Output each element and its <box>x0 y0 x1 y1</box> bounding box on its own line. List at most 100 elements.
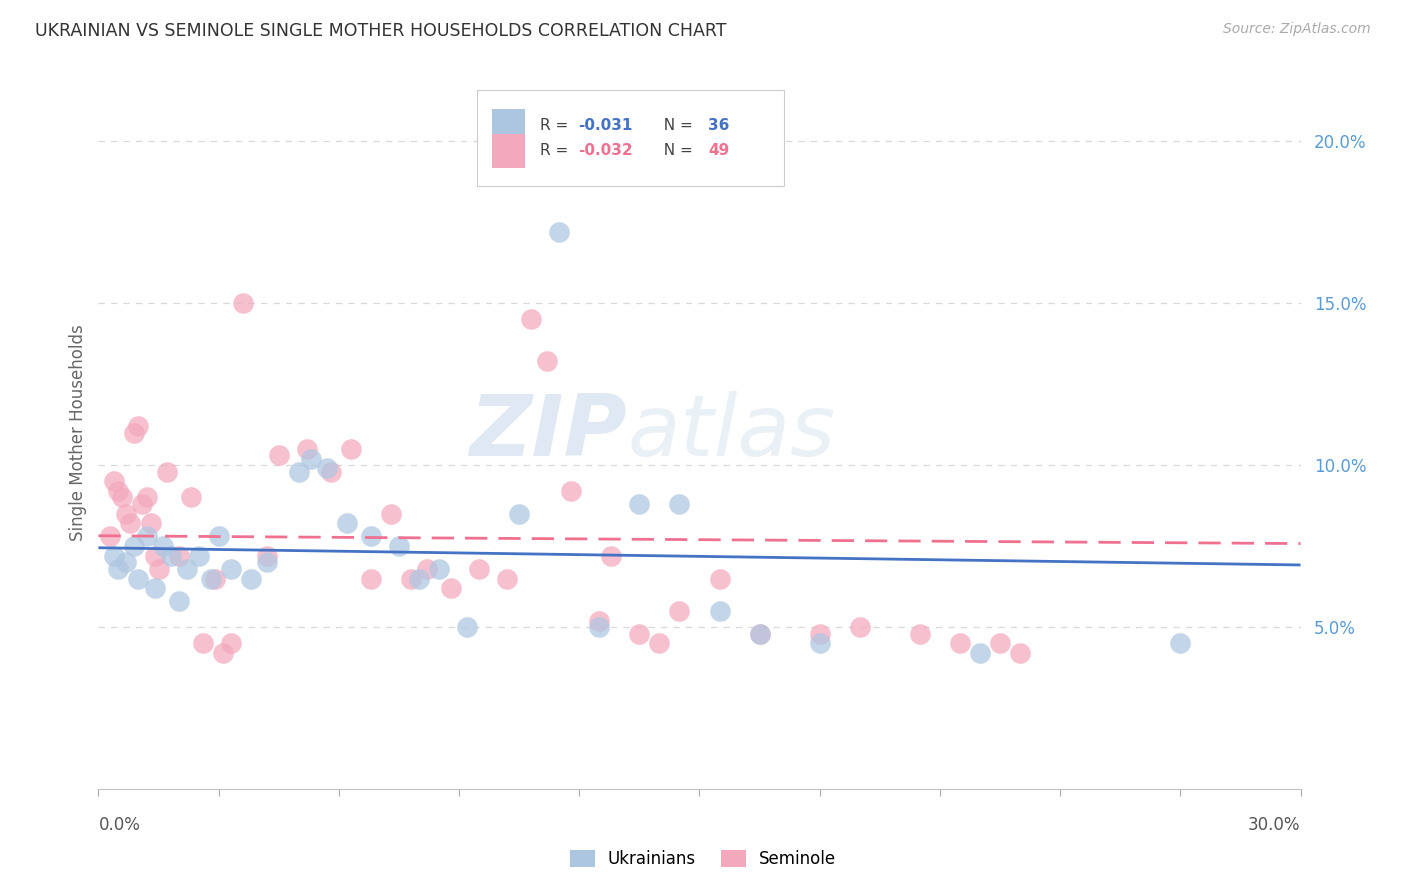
Point <box>427 562 450 576</box>
Text: N =: N = <box>654 119 697 133</box>
Point <box>107 483 129 498</box>
Point <box>1170 636 1192 650</box>
Point <box>111 491 134 505</box>
Bar <box>492 109 526 143</box>
Point <box>849 620 872 634</box>
Point <box>180 491 202 505</box>
Point <box>120 516 142 531</box>
Point <box>124 539 146 553</box>
Point <box>808 636 831 650</box>
Point <box>648 636 671 650</box>
Point <box>748 626 770 640</box>
Point <box>256 549 278 563</box>
Point <box>536 354 558 368</box>
Point <box>588 614 610 628</box>
Point <box>588 620 610 634</box>
Point <box>748 626 770 640</box>
Point <box>239 572 262 586</box>
FancyBboxPatch shape <box>477 90 783 186</box>
Point <box>1010 646 1032 660</box>
Point <box>115 507 138 521</box>
Point <box>336 516 359 531</box>
Point <box>408 572 430 586</box>
Point <box>969 646 991 660</box>
Point <box>628 626 651 640</box>
Point <box>191 636 214 650</box>
Bar <box>492 134 526 168</box>
Point <box>219 636 242 650</box>
Point <box>560 483 582 498</box>
Text: N =: N = <box>654 144 697 158</box>
Point <box>908 626 931 640</box>
Point <box>388 539 411 553</box>
Text: Source: ZipAtlas.com: Source: ZipAtlas.com <box>1223 22 1371 37</box>
Y-axis label: Single Mother Households: Single Mother Households <box>69 325 87 541</box>
Point <box>416 562 439 576</box>
Point <box>600 549 623 563</box>
Text: atlas: atlas <box>627 391 835 475</box>
Point <box>988 636 1011 650</box>
Text: -0.032: -0.032 <box>578 144 633 158</box>
Point <box>139 516 162 531</box>
Point <box>176 562 198 576</box>
Text: R =: R = <box>540 144 572 158</box>
Point <box>200 572 222 586</box>
Text: -0.031: -0.031 <box>578 119 633 133</box>
Point <box>319 465 342 479</box>
Point <box>159 549 181 563</box>
Point <box>208 529 231 543</box>
Point <box>299 451 322 466</box>
Point <box>103 549 125 563</box>
Point <box>456 620 478 634</box>
Point <box>107 562 129 576</box>
Point <box>496 572 519 586</box>
Point <box>103 475 125 489</box>
Text: UKRAINIAN VS SEMINOLE SINGLE MOTHER HOUSEHOLDS CORRELATION CHART: UKRAINIAN VS SEMINOLE SINGLE MOTHER HOUS… <box>35 22 727 40</box>
Point <box>148 562 170 576</box>
Text: ZIP: ZIP <box>470 391 627 475</box>
Point <box>167 549 190 563</box>
Point <box>152 539 174 553</box>
Text: 0.0%: 0.0% <box>98 816 141 834</box>
Point <box>204 572 226 586</box>
Point <box>548 225 571 239</box>
Point <box>668 497 690 511</box>
Point <box>288 465 311 479</box>
Point <box>508 507 530 521</box>
Point <box>232 296 254 310</box>
Point <box>187 549 209 563</box>
Point <box>155 465 177 479</box>
Point <box>124 425 146 440</box>
Point <box>211 646 233 660</box>
Point <box>668 604 690 618</box>
Point <box>135 529 157 543</box>
Point <box>808 626 831 640</box>
Point <box>360 529 382 543</box>
Point <box>128 572 150 586</box>
Point <box>115 555 138 569</box>
Point <box>135 491 157 505</box>
Legend: Ukrainians, Seminole: Ukrainians, Seminole <box>562 843 844 875</box>
Point <box>468 562 491 576</box>
Point <box>143 549 166 563</box>
Point <box>360 572 382 586</box>
Point <box>520 312 543 326</box>
Point <box>143 582 166 596</box>
Text: 49: 49 <box>707 144 730 158</box>
Point <box>399 572 422 586</box>
Point <box>295 442 318 456</box>
Point <box>709 572 731 586</box>
Point <box>315 461 337 475</box>
Point <box>380 507 402 521</box>
Text: R =: R = <box>540 119 572 133</box>
Text: 30.0%: 30.0% <box>1249 816 1301 834</box>
Point <box>949 636 972 650</box>
Point <box>219 562 242 576</box>
Point <box>128 419 150 434</box>
Point <box>256 555 278 569</box>
Text: 36: 36 <box>707 119 730 133</box>
Point <box>267 448 290 462</box>
Point <box>167 594 190 608</box>
Point <box>131 497 153 511</box>
Point <box>709 604 731 618</box>
